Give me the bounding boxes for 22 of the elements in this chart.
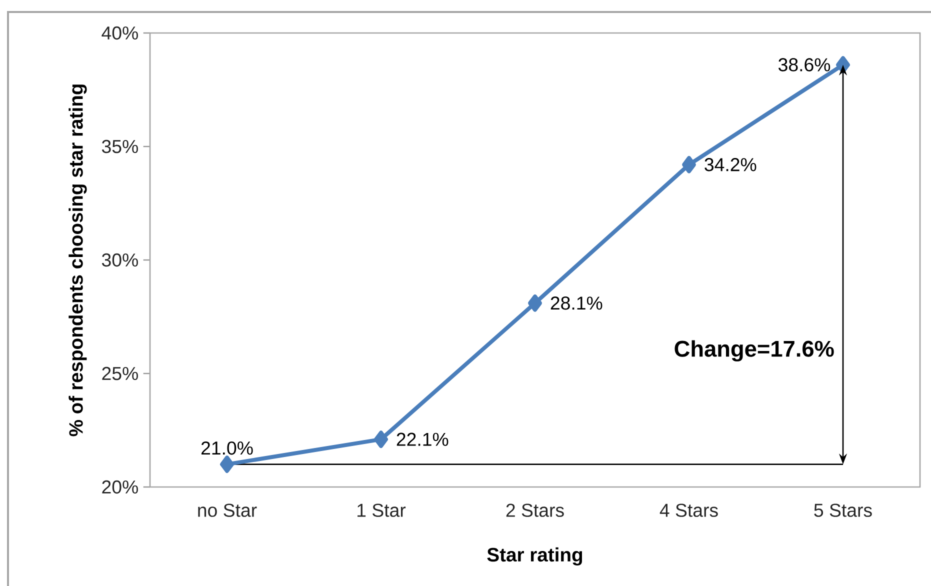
y-tick-label: 20% bbox=[102, 480, 138, 494]
x-tick-label: 1 Star bbox=[358, 504, 406, 517]
x-tick-label: 2 Stars bbox=[506, 504, 564, 517]
x-tick-label: no Star bbox=[198, 504, 257, 517]
x-axis-title: Star rating bbox=[487, 547, 582, 566]
point bbox=[220, 456, 234, 473]
y-tick-label: 40% bbox=[102, 26, 138, 40]
x-tick-label: 5 Stars bbox=[814, 504, 872, 517]
y-tick-label: 25% bbox=[102, 366, 138, 380]
y-tick-label: 35% bbox=[102, 140, 138, 154]
point bbox=[374, 430, 388, 448]
annotation: Change=17.6% bbox=[674, 340, 834, 362]
x-tick-label: 4 Stars bbox=[660, 504, 718, 517]
y-axis-title: % of respondents choosing star rating bbox=[68, 84, 87, 436]
data-label: 21.0% bbox=[201, 441, 253, 455]
data-label: 34.2% bbox=[704, 158, 756, 172]
y-tick-label: 30% bbox=[102, 253, 138, 267]
point bbox=[682, 156, 696, 174]
data-label: 28.1% bbox=[550, 296, 602, 310]
data-label: 38.6% bbox=[778, 58, 830, 72]
point bbox=[528, 294, 542, 312]
data-label: 22.1% bbox=[396, 432, 448, 446]
